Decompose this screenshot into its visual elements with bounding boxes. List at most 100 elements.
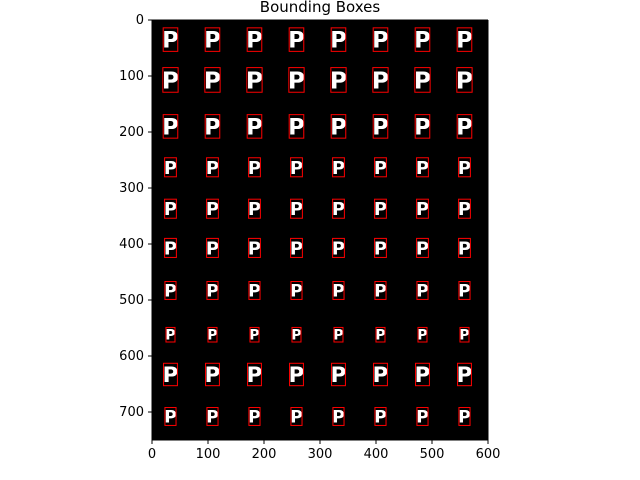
bounding-box bbox=[288, 114, 305, 139]
bounding-box bbox=[246, 67, 263, 93]
handwritten-glyph: P bbox=[458, 282, 470, 302]
handwritten-glyph: P bbox=[288, 28, 304, 54]
x-tick-label: 300 bbox=[308, 447, 333, 462]
bounding-box bbox=[374, 237, 387, 258]
handwritten-glyph: P bbox=[372, 114, 388, 140]
handwritten-glyph: P bbox=[331, 363, 347, 388]
handwritten-glyph: P bbox=[414, 66, 431, 94]
bounding-box bbox=[332, 407, 345, 426]
handwritten-glyph: P bbox=[164, 199, 177, 220]
bounding-box bbox=[332, 281, 345, 300]
bounding-box bbox=[248, 281, 261, 300]
handwritten-glyph: P bbox=[332, 282, 344, 302]
bounding-box bbox=[330, 67, 347, 93]
bounding-box bbox=[414, 114, 431, 139]
bounding-box bbox=[331, 362, 346, 387]
bounding-box bbox=[164, 157, 177, 178]
bounding-box bbox=[459, 326, 470, 343]
bounding-box bbox=[330, 114, 347, 139]
bounding-box bbox=[204, 27, 221, 52]
bounding-box bbox=[206, 157, 219, 178]
handwritten-glyph: P bbox=[330, 66, 347, 94]
x-tick-label: 200 bbox=[252, 447, 277, 462]
handwritten-glyph: P bbox=[458, 158, 471, 179]
handwritten-glyph: P bbox=[458, 238, 471, 259]
handwritten-glyph: P bbox=[164, 408, 176, 428]
bounding-box bbox=[458, 237, 471, 258]
handwritten-glyph: P bbox=[207, 328, 217, 344]
bounding-box bbox=[247, 362, 262, 387]
plot-area: P P P P P P P PP P P P P P P PP P P P P P P PP P P P P P P PP P P P P P P P… bbox=[152, 20, 488, 440]
handwritten-glyph: P bbox=[165, 328, 175, 344]
bounding-box bbox=[290, 237, 303, 258]
handwritten-glyph: P bbox=[332, 158, 345, 179]
handwritten-glyph: P bbox=[416, 408, 428, 428]
bounding-box bbox=[332, 237, 345, 258]
handwritten-glyph: P bbox=[372, 28, 388, 54]
bounding-box bbox=[246, 27, 263, 52]
bounding-box bbox=[374, 198, 387, 219]
handwritten-glyph: P bbox=[416, 199, 429, 220]
y-axis: 0 100 200 300 400 500 600 700 bbox=[119, 13, 489, 440]
bounding-box bbox=[416, 281, 429, 300]
handwritten-glyph: P bbox=[289, 363, 305, 388]
handwritten-glyph: P bbox=[374, 282, 386, 302]
bounding-box bbox=[204, 114, 221, 139]
bounding-box bbox=[162, 67, 179, 93]
y-tick-label: 400 bbox=[119, 237, 144, 252]
handwritten-glyph: P bbox=[206, 408, 218, 428]
image-background bbox=[152, 20, 488, 440]
handwritten-glyph: P bbox=[417, 328, 427, 344]
bounding-box bbox=[163, 362, 178, 387]
bounding-box bbox=[458, 407, 471, 426]
bounding-box bbox=[416, 407, 429, 426]
bounding-box bbox=[206, 198, 219, 219]
handwritten-glyph: P bbox=[163, 363, 179, 388]
bounding-box bbox=[248, 198, 261, 219]
handwritten-glyph: P bbox=[333, 328, 343, 344]
handwritten-glyph: P bbox=[290, 408, 302, 428]
bounding-box bbox=[164, 198, 177, 219]
bounding-box bbox=[374, 157, 387, 178]
bounding-box bbox=[458, 281, 471, 300]
bounding-box bbox=[333, 326, 344, 343]
bounding-box bbox=[290, 198, 303, 219]
bounding-box bbox=[248, 157, 261, 178]
y-tick-label: 300 bbox=[119, 181, 144, 196]
handwritten-glyph: P bbox=[248, 199, 261, 220]
bounding-box bbox=[416, 198, 429, 219]
bounding-box bbox=[458, 157, 471, 178]
handwritten-glyph: P bbox=[248, 238, 261, 259]
bounding-box bbox=[164, 281, 177, 300]
handwritten-glyph: P bbox=[374, 199, 387, 220]
handwritten-glyph: P bbox=[332, 408, 344, 428]
handwritten-glyph: P bbox=[414, 114, 430, 140]
handwritten-glyph: P bbox=[164, 158, 177, 179]
bounding-box bbox=[288, 27, 305, 52]
bounding-box bbox=[165, 326, 176, 343]
y-tick-label: 500 bbox=[119, 293, 144, 308]
bounding-box bbox=[375, 326, 386, 343]
handwritten-glyph: P bbox=[456, 28, 472, 54]
bounding-box bbox=[246, 114, 263, 139]
handwritten-glyph: P bbox=[415, 363, 431, 388]
handwritten-glyph: P bbox=[206, 238, 219, 259]
handwritten-glyph: P bbox=[374, 158, 387, 179]
bounding-box bbox=[290, 281, 303, 300]
bounding-box bbox=[457, 362, 472, 387]
handwritten-glyph: P bbox=[288, 114, 304, 140]
bounding-box bbox=[330, 27, 347, 52]
handwritten-glyph: P bbox=[204, 66, 221, 94]
handwritten-glyph: P bbox=[162, 66, 179, 94]
handwritten-glyph: P bbox=[290, 282, 302, 302]
bounding-box bbox=[332, 157, 345, 178]
handwritten-glyph: P bbox=[416, 282, 428, 302]
bounding-box bbox=[372, 114, 389, 139]
bounding-box bbox=[206, 407, 219, 426]
x-tick-label: 400 bbox=[364, 447, 389, 462]
bounding-box bbox=[373, 362, 388, 387]
bounding-box bbox=[417, 326, 428, 343]
handwritten-glyph: P bbox=[374, 238, 387, 259]
handwritten-glyph: P bbox=[458, 199, 471, 220]
